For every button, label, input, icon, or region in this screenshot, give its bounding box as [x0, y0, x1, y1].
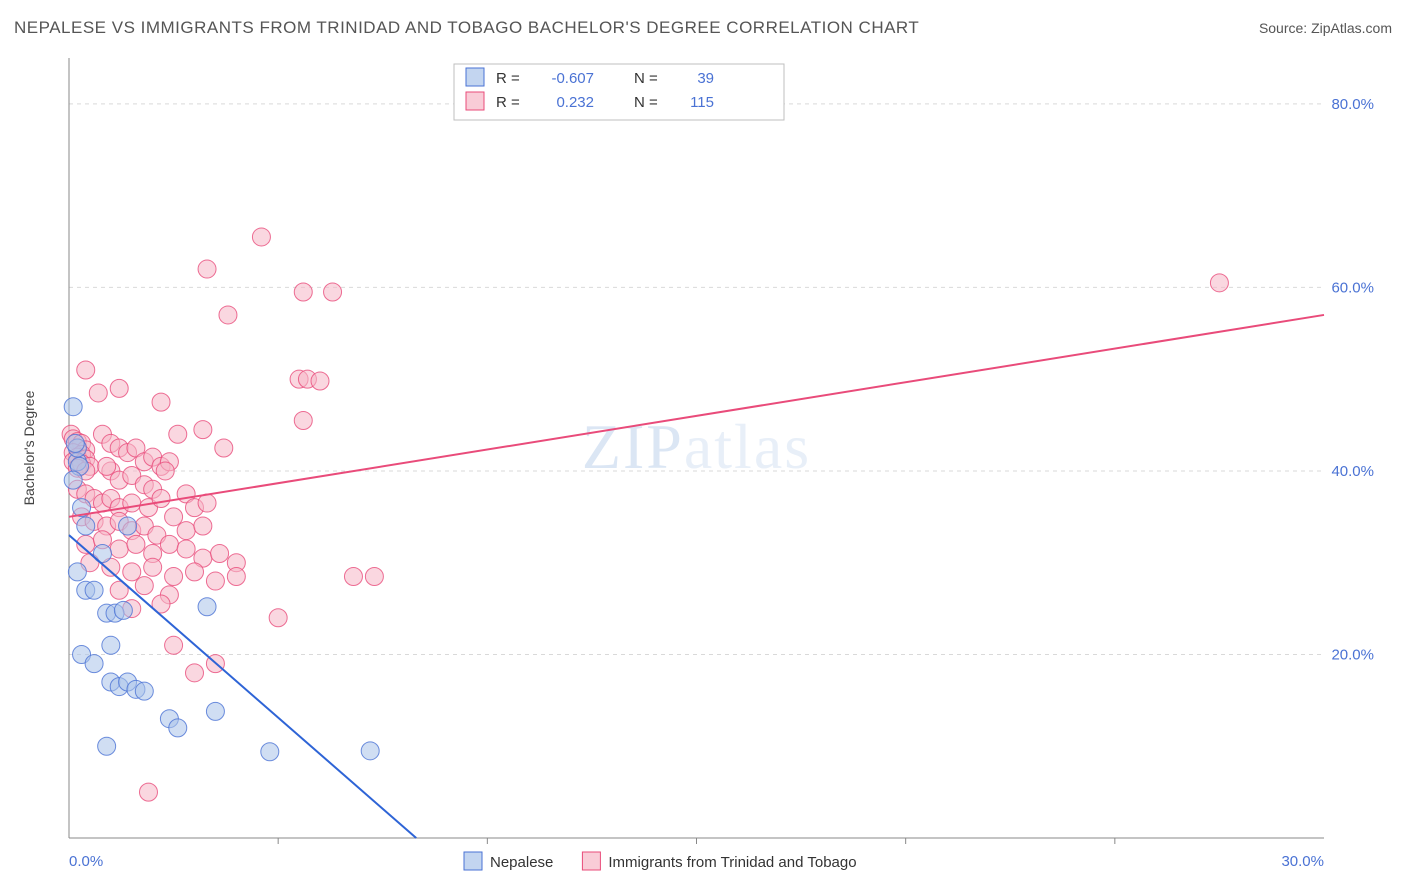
data-point	[135, 682, 153, 700]
chart-title: NEPALESE VS IMMIGRANTS FROM TRINIDAD AND…	[14, 18, 919, 38]
legend-series-name: Nepalese	[490, 854, 553, 871]
data-point	[152, 393, 170, 411]
data-point	[311, 372, 329, 390]
data-point	[102, 636, 120, 654]
data-point	[89, 384, 107, 402]
data-point	[169, 425, 187, 443]
data-point	[77, 361, 95, 379]
data-point	[144, 558, 162, 576]
y-tick-label: 80.0%	[1331, 96, 1374, 113]
data-point	[261, 743, 279, 761]
y-tick-label: 60.0%	[1331, 279, 1374, 296]
data-point	[152, 489, 170, 507]
watermark: ZIPatlas	[582, 411, 811, 482]
data-point	[85, 655, 103, 673]
data-point	[85, 581, 103, 599]
data-point	[206, 702, 224, 720]
data-point	[169, 719, 187, 737]
data-point	[110, 540, 128, 558]
data-point	[165, 567, 183, 585]
data-point	[123, 494, 141, 512]
data-point	[68, 563, 86, 581]
data-point	[66, 434, 84, 452]
data-point	[198, 494, 216, 512]
legend-r-value: 0.232	[556, 94, 594, 111]
legend-swatch	[466, 92, 484, 110]
data-point	[194, 517, 212, 535]
data-point	[165, 636, 183, 654]
data-point	[165, 508, 183, 526]
y-axis-label: Bachelor's Degree	[21, 390, 37, 505]
data-point	[135, 577, 153, 595]
legend-n-label: N =	[634, 70, 658, 87]
legend-swatch	[464, 852, 482, 870]
data-point	[206, 572, 224, 590]
x-tick-label: 30.0%	[1281, 853, 1324, 870]
legend-r-label: R =	[496, 94, 520, 111]
legend-n-value: 39	[697, 70, 714, 87]
data-point	[119, 517, 137, 535]
data-point	[160, 535, 178, 553]
data-point	[215, 439, 233, 457]
data-point	[365, 567, 383, 585]
data-point	[219, 306, 237, 324]
data-point	[156, 462, 174, 480]
data-point	[186, 664, 204, 682]
data-point	[361, 742, 379, 760]
data-point	[64, 398, 82, 416]
data-point	[269, 609, 287, 627]
source-credit: Source: ZipAtlas.com	[1259, 20, 1392, 36]
data-point	[194, 421, 212, 439]
x-tick-label: 0.0%	[69, 853, 103, 870]
data-point	[252, 228, 270, 246]
data-point	[98, 457, 116, 475]
data-point	[1210, 274, 1228, 292]
data-point	[294, 411, 312, 429]
data-point	[198, 598, 216, 616]
data-point	[211, 545, 229, 563]
data-point	[177, 540, 195, 558]
data-point	[227, 567, 245, 585]
data-point	[177, 522, 195, 540]
legend-n-label: N =	[634, 94, 658, 111]
legend-r-value: -0.607	[551, 70, 594, 87]
data-point	[186, 563, 204, 581]
data-point	[110, 379, 128, 397]
data-point	[294, 283, 312, 301]
data-point	[77, 517, 95, 535]
legend-n-value: 115	[690, 94, 714, 111]
data-point	[139, 783, 157, 801]
source-label: Source:	[1259, 20, 1311, 36]
source-name: ZipAtlas.com	[1311, 20, 1392, 36]
chart-area: 20.0% 40.0% 60.0% 80.0% 0.0% 30.0% ZIPatlas Bac…	[14, 48, 1392, 878]
data-point	[114, 601, 132, 619]
data-point	[64, 471, 82, 489]
scatter-chart: 20.0% 40.0% 60.0% 80.0% 0.0% 30.0% ZIPatlas Bac…	[14, 48, 1392, 878]
data-point	[198, 260, 216, 278]
legend-r-label: R =	[496, 70, 520, 87]
legend-swatch	[582, 852, 600, 870]
data-point	[123, 563, 141, 581]
data-point	[324, 283, 342, 301]
y-tick-label: 40.0%	[1331, 463, 1374, 480]
legend-series-name: Immigrants from Trinidad and Tobago	[608, 854, 856, 871]
data-point	[344, 567, 362, 585]
data-point	[98, 737, 116, 755]
y-tick-label: 20.0%	[1331, 646, 1374, 663]
data-point	[127, 535, 145, 553]
trend-line	[69, 315, 1324, 517]
legend-swatch	[466, 68, 484, 86]
